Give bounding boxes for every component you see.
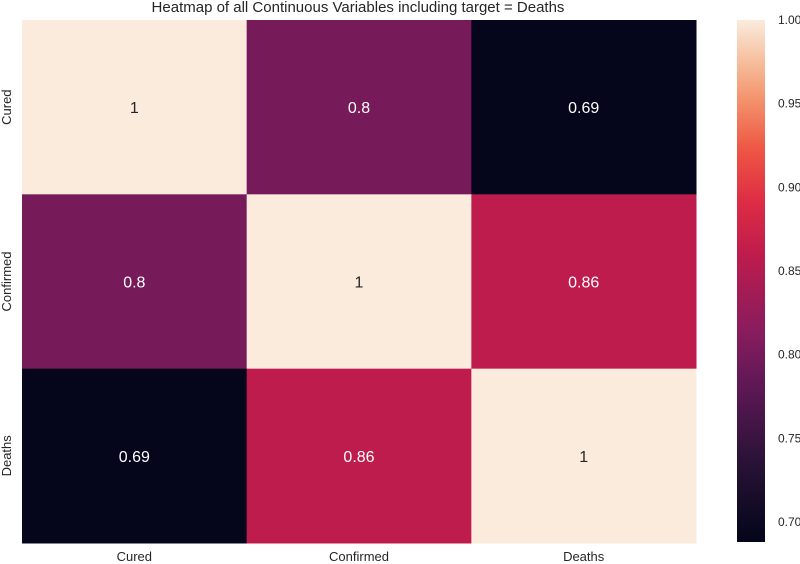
heatmap-cell xyxy=(246,20,472,195)
heatmap-cell xyxy=(246,368,472,544)
colorbar-tick-label: 1.00 xyxy=(778,13,800,27)
y-tick-label: Cured xyxy=(0,89,14,124)
heatmap-annotations: 1 0.8 0.69 0.8 1 0.86 0.69 0.86 1 xyxy=(119,100,600,466)
chart-title: Heatmap of all Continuous Variables incl… xyxy=(152,0,565,16)
x-tick-label: Deaths xyxy=(563,549,605,564)
x-tick-labels: Cured Confirmed Deaths xyxy=(117,549,605,564)
heatmap-cells xyxy=(22,20,697,544)
y-tick-labels: Cured Confirmed Deaths xyxy=(0,89,14,476)
heatmap-cell xyxy=(246,194,472,370)
cell-annotation: 0.86 xyxy=(343,449,374,466)
colorbar-tick-label: 0.70 xyxy=(778,515,800,529)
cell-annotation: 1 xyxy=(130,100,139,117)
heatmap-cell xyxy=(471,368,697,544)
heatmap-cell xyxy=(22,20,248,195)
colorbar-ticks: 0.70 0.75 0.80 0.85 0.90 0.95 1.00 xyxy=(778,13,800,529)
cell-annotation: 1 xyxy=(579,449,588,466)
cell-annotation: 0.8 xyxy=(123,274,145,291)
cell-annotation: 0.69 xyxy=(568,100,599,117)
cell-annotation: 0.8 xyxy=(348,100,370,117)
x-tick-label: Confirmed xyxy=(329,549,389,564)
heatmap-cell xyxy=(22,368,248,544)
y-tick-label: Deaths xyxy=(0,435,14,477)
cell-annotation: 0.86 xyxy=(568,274,599,291)
cell-annotation: 0.69 xyxy=(119,449,150,466)
colorbar-tick-label: 0.80 xyxy=(778,348,800,362)
colorbar-tick-label: 0.85 xyxy=(778,264,800,278)
cell-annotation: 1 xyxy=(355,274,364,291)
colorbar-tick-label: 0.90 xyxy=(778,180,800,194)
heatmap-cell xyxy=(471,194,697,370)
colorbar xyxy=(737,20,765,542)
heatmap-cell xyxy=(471,20,697,195)
x-tick-label: Cured xyxy=(117,549,152,564)
colorbar-tick-label: 0.95 xyxy=(778,97,800,111)
y-tick-label: Confirmed xyxy=(0,252,14,312)
heatmap-cell xyxy=(22,194,248,370)
colorbar-tick-label: 0.75 xyxy=(778,431,800,445)
